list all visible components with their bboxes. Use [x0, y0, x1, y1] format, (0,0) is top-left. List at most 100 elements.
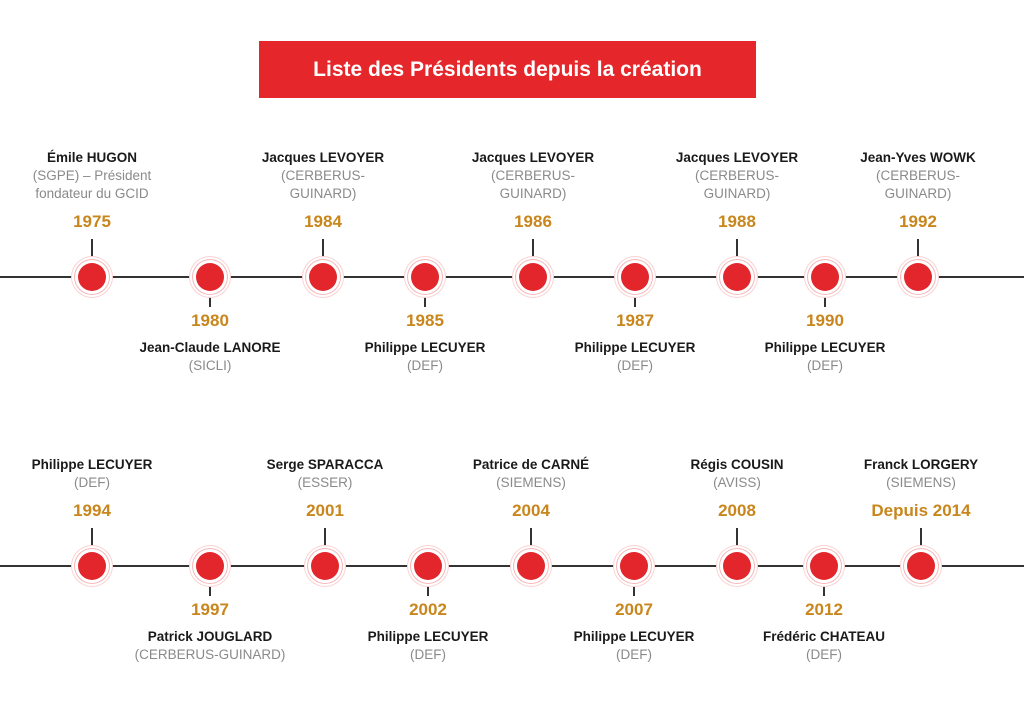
president-company: (CERBERUS- GUINARD) [490, 168, 575, 201]
president-name: Jean-Claude LANORE [139, 340, 281, 355]
president-company: (CERBERUS- GUINARD) [875, 168, 960, 201]
year-label: 1992 [899, 212, 937, 231]
president-company: (SIEMENS) [886, 475, 956, 490]
year-label: 1980 [191, 311, 229, 330]
president-label: Franck LORGERY (SIEMENS) [836, 456, 1006, 492]
president-name: Franck LORGERY [863, 457, 979, 472]
timeline-marker [519, 263, 547, 291]
marker-stem [91, 528, 93, 566]
year-label: 1988 [718, 212, 756, 231]
president-company: (CERBERUS- GUINARD) [694, 168, 779, 201]
president-label: Philippe LECUYER (DEF) [7, 456, 177, 492]
year-label: 2007 [615, 600, 653, 619]
year-label: 2001 [306, 501, 344, 520]
timeline-axis [0, 565, 1024, 567]
marker-stem [736, 528, 738, 566]
president-company: (DEF) [410, 647, 446, 662]
marker-stem [530, 528, 532, 566]
timeline-marker [411, 263, 439, 291]
president-label: Jean-Yves WOWK (CERBERUS- GUINARD) [833, 149, 1003, 203]
president-company: (CERBERUS- GUINARD) [280, 168, 365, 201]
president-name: Philippe LECUYER [31, 457, 153, 472]
timeline-marker [723, 552, 751, 580]
president-company: (DEF) [806, 647, 842, 662]
president-label: Patrice de CARNÉ (SIEMENS) [446, 456, 616, 492]
year-label: 1975 [73, 212, 111, 231]
marker-stem [209, 566, 211, 596]
year-label: 1994 [73, 501, 111, 520]
marker-stem [424, 277, 426, 307]
president-label: Régis COUSIN (AVISS) [652, 456, 822, 492]
timeline-marker [620, 552, 648, 580]
timeline-marker [517, 552, 545, 580]
year-label: 1987 [616, 311, 654, 330]
president-label: Philippe LECUYER (DEF) [343, 628, 513, 664]
year-label: 2012 [805, 600, 843, 619]
president-company: (DEF) [74, 475, 110, 490]
timeline-axis [0, 276, 1024, 278]
president-company: (DEF) [407, 358, 443, 373]
president-company: (SGPE) – Président fondateur du GCID [32, 168, 152, 201]
president-company: (SICLI) [188, 358, 232, 373]
president-label: Serge SPARACCA (ESSER) [240, 456, 410, 492]
president-name: Jean-Yves WOWK [860, 150, 976, 165]
president-name: Philippe LECUYER [574, 340, 696, 355]
president-name: Frédéric CHATEAU [762, 629, 886, 644]
marker-stem [209, 277, 211, 307]
title-text: Liste des Présidents depuis la création [313, 57, 702, 81]
marker-stem [823, 566, 825, 596]
timeline-marker [311, 552, 339, 580]
president-label: Philippe LECUYER (DEF) [340, 339, 510, 375]
president-name: Philippe LECUYER [367, 629, 489, 644]
president-label: Patrick JOUGLARD (CERBERUS-GUINARD) [125, 628, 295, 664]
president-label: Philippe LECUYER (DEF) [740, 339, 910, 375]
marker-stem [322, 239, 324, 277]
timeline-marker [309, 263, 337, 291]
president-name: Philippe LECUYER [764, 340, 886, 355]
year-label: 1990 [806, 311, 844, 330]
president-name: Philippe LECUYER [573, 629, 695, 644]
timeline-marker [723, 263, 751, 291]
year-label: 1997 [191, 600, 229, 619]
year-label: 2004 [512, 501, 550, 520]
timeline-marker [811, 263, 839, 291]
president-name: Philippe LECUYER [364, 340, 486, 355]
timeline-marker [621, 263, 649, 291]
president-label: Philippe LECUYER (DEF) [549, 628, 719, 664]
president-label: Jacques LEVOYER (CERBERUS- GUINARD) [448, 149, 618, 203]
page-title: Liste des Présidents depuis la création [259, 41, 756, 98]
marker-stem [736, 239, 738, 277]
timeline-marker [414, 552, 442, 580]
president-label: Jean-Claude LANORE (SICLI) [125, 339, 295, 375]
year-label: 1986 [514, 212, 552, 231]
president-company: (CERBERUS-GUINARD) [134, 647, 286, 662]
timeline-marker [196, 552, 224, 580]
president-name: Émile HUGON [46, 150, 138, 165]
president-company: (DEF) [617, 358, 653, 373]
timeline-marker [78, 263, 106, 291]
marker-stem [91, 239, 93, 277]
president-company: (SIEMENS) [496, 475, 566, 490]
timeline-marker [907, 552, 935, 580]
president-company: (DEF) [807, 358, 843, 373]
president-label: Jacques LEVOYER (CERBERUS- GUINARD) [652, 149, 822, 203]
marker-stem [532, 239, 534, 277]
marker-stem [634, 277, 636, 307]
president-name: Serge SPARACCA [266, 457, 384, 472]
year-label: 1985 [406, 311, 444, 330]
year-label: Depuis 2014 [871, 501, 971, 520]
marker-stem [917, 239, 919, 277]
year-label: 2008 [718, 501, 756, 520]
president-label: Jacques LEVOYER (CERBERUS- GUINARD) [238, 149, 408, 203]
president-label: Émile HUGON (SGPE) – Président fondateur … [7, 149, 177, 203]
timeline-marker [78, 552, 106, 580]
timeline-marker [810, 552, 838, 580]
president-name: Jacques LEVOYER [675, 150, 799, 165]
timeline-marker [904, 263, 932, 291]
president-label: Philippe LECUYER (DEF) [550, 339, 720, 375]
timeline-marker [196, 263, 224, 291]
president-name: Jacques LEVOYER [471, 150, 595, 165]
president-company: (AVISS) [713, 475, 761, 490]
marker-stem [824, 277, 826, 307]
year-label: 1984 [304, 212, 342, 231]
